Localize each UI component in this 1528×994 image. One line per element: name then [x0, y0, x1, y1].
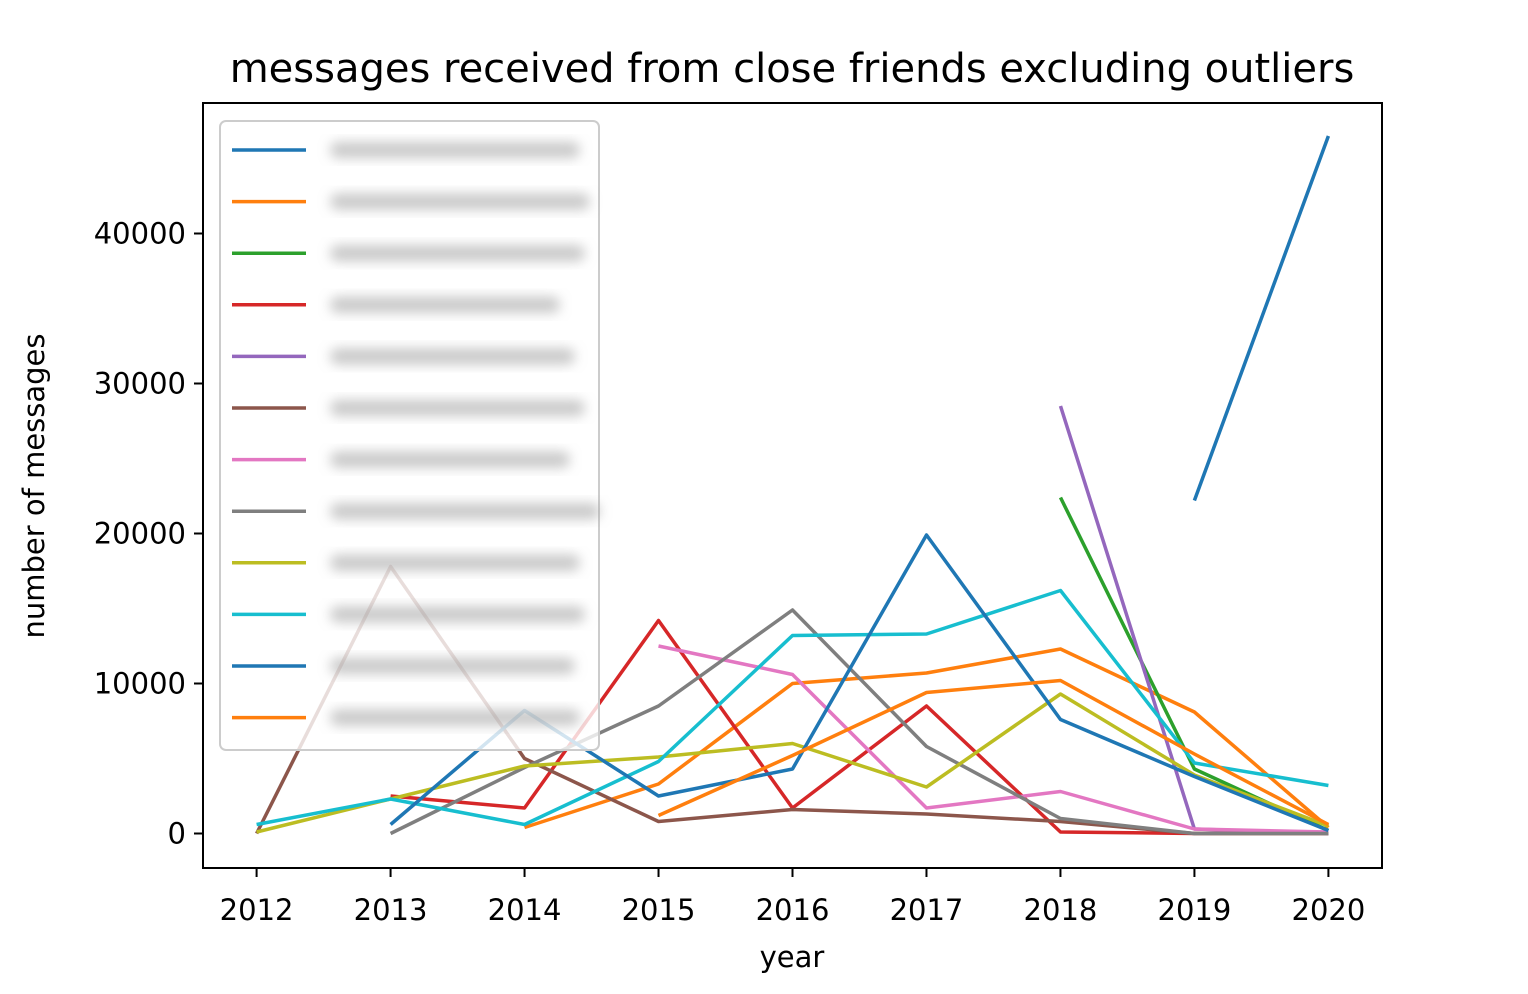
legend-label-redacted-4 [330, 296, 560, 313]
legend-box [219, 120, 600, 751]
x-tick-label: 2014 [488, 893, 562, 927]
x-tick-label: 2017 [890, 893, 964, 927]
legend-label-redacted-5 [330, 348, 575, 365]
x-tick-label: 2019 [1158, 893, 1232, 927]
series-line-7 [658, 644, 1329, 834]
legend-label-redacted-11 [330, 658, 575, 674]
y-tick-label: 10000 [94, 667, 186, 701]
y-tick-label: 30000 [94, 367, 186, 401]
legend-label-redacted-12 [330, 709, 580, 726]
x-axis: 2012 2013 2014 2015 2016 2017 2018 2019 2020 [220, 868, 1366, 927]
series-line-10 [256, 588, 1329, 827]
y-tick-label: 40000 [94, 217, 186, 251]
series-line-1 [1192, 135, 1331, 502]
series-line-12 [657, 678, 1330, 827]
y-tick-label: 0 [168, 817, 186, 851]
y-axis-label: number of messages [17, 333, 51, 638]
x-tick-label: 2018 [1024, 893, 1098, 927]
legend-label-redacted-9 [330, 554, 580, 571]
legend-label-redacted-1 [330, 142, 580, 158]
x-tick-label: 2016 [756, 893, 830, 927]
legend-label-redacted-8 [330, 503, 600, 520]
x-tick-label: 2020 [1292, 893, 1366, 927]
legend-label-redacted-6 [330, 400, 585, 416]
series-line-2 [523, 647, 1330, 830]
legend-label-redacted-3 [330, 245, 585, 262]
legend-label-redacted-10 [330, 606, 585, 623]
y-axis: 0 10000 20000 30000 40000 [94, 217, 203, 851]
series-line-8 [389, 608, 1329, 836]
x-axis-label: year [760, 940, 825, 974]
series-lines [255, 135, 1331, 836]
x-tick-label: 2012 [220, 893, 294, 927]
y-tick-label: 20000 [94, 517, 186, 551]
chart-title: messages received from close friends exc… [230, 46, 1355, 92]
legend-label-redacted-7 [330, 451, 570, 468]
legend-label-redacted-2 [330, 193, 590, 210]
x-tick-label: 2013 [354, 893, 428, 927]
legend [219, 120, 600, 751]
x-tick-label: 2015 [622, 893, 696, 927]
